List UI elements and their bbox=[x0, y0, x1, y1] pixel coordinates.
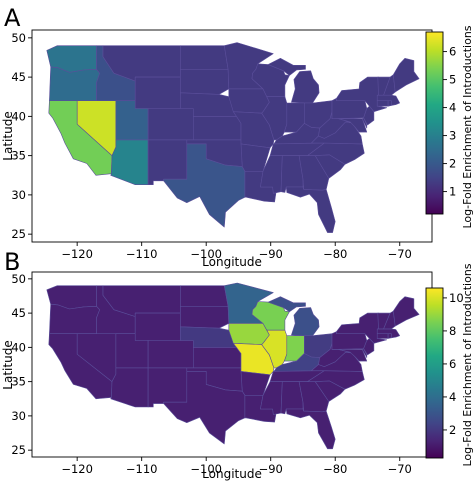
panel-a-y-tick-label: 40 bbox=[11, 109, 26, 123]
panel-b-colorbar-tick-label: 2 bbox=[449, 423, 456, 437]
panel-a-state-rhodeisland bbox=[387, 100, 392, 107]
panel-a-state-michigan bbox=[291, 70, 320, 104]
panel-b-state-michigan bbox=[291, 307, 320, 337]
panel-a-states-group bbox=[46, 42, 420, 233]
panel-b-y-tick-label: 50 bbox=[11, 272, 26, 286]
panel-b-state-florida bbox=[285, 408, 336, 450]
panel-a-y-axis-label: Latitude bbox=[1, 111, 15, 160]
panel-a-state-massachusetts bbox=[376, 94, 401, 106]
panel-a-state-newmexico bbox=[147, 139, 188, 185]
panel-a-state-arizona bbox=[110, 139, 149, 185]
panel-b-state-massachusetts bbox=[376, 328, 401, 339]
panel-a-state-kansas bbox=[193, 116, 242, 141]
panel-b-state-newmexico bbox=[147, 367, 188, 408]
panel-a-state-oregon bbox=[49, 66, 100, 101]
panel-a-y-tick-label: 45 bbox=[11, 70, 26, 84]
panel-b: B −120 −110 −100 −90 −80 −70 25 30 35 40 45 50 Long… bbox=[1, 248, 474, 481]
panel-a-colorbar-tick-label: 3 bbox=[449, 129, 456, 143]
panel-a-state-connecticut bbox=[376, 100, 389, 107]
panel-b-y-tick-label: 25 bbox=[11, 443, 26, 457]
panel-b-x-tick-label: −70 bbox=[388, 462, 412, 476]
panel-a-colorbar-label: Log-Fold Enrichment of Introductions bbox=[461, 25, 474, 228]
panel-b-state-wyoming bbox=[134, 312, 181, 341]
panel-a-state-northdakota bbox=[180, 45, 229, 70]
panel-a-y-tick-label: 50 bbox=[11, 31, 26, 45]
panel-a-x-tick-label: −80 bbox=[323, 247, 347, 261]
panel-a-state-florida bbox=[285, 186, 336, 233]
panel-a-y-tick-label: 30 bbox=[11, 188, 26, 202]
panel-a-colorbar-tick-label: 6 bbox=[449, 45, 456, 59]
panel-b-state-pennsylvania bbox=[331, 331, 368, 350]
panel-b-state-maine bbox=[392, 296, 420, 327]
panel-b-states-group bbox=[46, 282, 420, 450]
panel-b-state-newhampshire bbox=[383, 310, 396, 330]
panel-b-x-tick-label: −110 bbox=[126, 462, 158, 476]
panel-b-state-newjersey bbox=[363, 338, 375, 356]
panel-b-state-colorado bbox=[147, 340, 194, 369]
panel-b-colorbar-tick-label: 10 bbox=[449, 291, 464, 305]
panel-b-state-texas bbox=[163, 371, 246, 445]
panel-a-x-tick-label: −120 bbox=[61, 247, 93, 261]
panel-a-x-tick-label: −70 bbox=[388, 247, 412, 261]
panel-a-colorbar-tick-label: 2 bbox=[449, 157, 456, 171]
panel-a-y-tick-label: 35 bbox=[11, 149, 26, 163]
panel-b-x-tick-label: −90 bbox=[259, 462, 283, 476]
panel-b-state-kansas bbox=[193, 347, 242, 369]
panel-b-state-northdakota bbox=[180, 285, 229, 307]
panel-b-state-arizona bbox=[110, 367, 149, 408]
panel-a-x-tick-label: −90 bbox=[259, 247, 283, 261]
panel-b-colorbar-tick-label: 8 bbox=[449, 324, 456, 338]
panel-a-colorbar-tick-label: 4 bbox=[449, 101, 456, 115]
panel-b-state-iowa bbox=[228, 323, 270, 345]
panel-b-x-tick-label: −80 bbox=[323, 462, 347, 476]
panel-a-state-texas bbox=[163, 143, 246, 228]
panel-a-x-axis-label: Longitude bbox=[202, 255, 262, 269]
panel-a-state-colorado bbox=[147, 108, 194, 141]
panel-b-state-oregon bbox=[49, 303, 100, 335]
panel-b-state-connecticut bbox=[376, 333, 389, 339]
panel-a-colorbar-tick-label: 1 bbox=[449, 185, 456, 199]
panel-a-x-tick-label: −110 bbox=[126, 247, 158, 261]
panel-a-state-michiganup bbox=[267, 57, 306, 76]
panel-b-state-mississippi bbox=[260, 381, 283, 415]
panel-b-colorbar-tick-label: 4 bbox=[449, 390, 456, 404]
panel-a-colorbar-tick-label: 5 bbox=[449, 73, 456, 87]
panel-b-y-tick-label: 35 bbox=[11, 375, 26, 389]
panel-a-x-tick-label: −100 bbox=[190, 247, 222, 261]
panel-a-state-mississippi bbox=[260, 155, 283, 194]
panel-b-state-rhodeisland bbox=[387, 333, 392, 339]
panel-b-axes: −120 −110 −100 −90 −80 −70 25 30 35 40 45 50 bbox=[11, 272, 412, 476]
panel-b-y-tick-label: 40 bbox=[11, 340, 26, 354]
panel-b-y-tick-label: 45 bbox=[11, 306, 26, 320]
panel-b-colorbar-gradient bbox=[425, 287, 444, 459]
panel-b-state-delaware bbox=[361, 348, 368, 358]
panel-b-x-axis-label: Longitude bbox=[202, 467, 262, 481]
panel-b-x-tick-label: −100 bbox=[190, 462, 222, 476]
panel-letter-a: A bbox=[4, 4, 21, 32]
panel-a-state-newhampshire bbox=[383, 74, 396, 96]
panel-a-colorbar-gradient bbox=[425, 31, 444, 215]
panel-b-y-tick-label: 30 bbox=[11, 409, 26, 423]
panel-a-state-maine bbox=[392, 57, 420, 93]
panel-b-colorbar-label: Log-Fold Enrichment of Introductions bbox=[461, 263, 474, 466]
panel-a-y-tick-label: 25 bbox=[11, 227, 26, 241]
panel-a-state-southdakota bbox=[180, 69, 230, 95]
panel-a-colorbar: 1 2 3 4 5 6 bbox=[425, 31, 456, 215]
panel-a-state-pennsylvania bbox=[331, 98, 368, 119]
panel-a-state-delaware bbox=[361, 117, 368, 129]
panel-b-colorbar-tick-label: 6 bbox=[449, 357, 456, 371]
panel-b-state-michiganup bbox=[267, 296, 306, 313]
panel-b-x-tick-label: −120 bbox=[61, 462, 93, 476]
panel-b-state-southdakota bbox=[180, 305, 230, 329]
panel-a-state-wyoming bbox=[134, 76, 181, 109]
panel-a-state-newjersey bbox=[363, 105, 375, 126]
panel-a-axes: −120 −110 −100 −90 −80 −70 25 30 35 40 45 50 bbox=[11, 31, 412, 261]
panel-b-colorbar: 2 4 6 8 10 bbox=[425, 287, 464, 459]
panel-letter-b: B bbox=[4, 248, 20, 276]
panel-b-y-axis-label: Latitude bbox=[1, 340, 15, 389]
panel-a-state-iowa bbox=[228, 88, 270, 114]
